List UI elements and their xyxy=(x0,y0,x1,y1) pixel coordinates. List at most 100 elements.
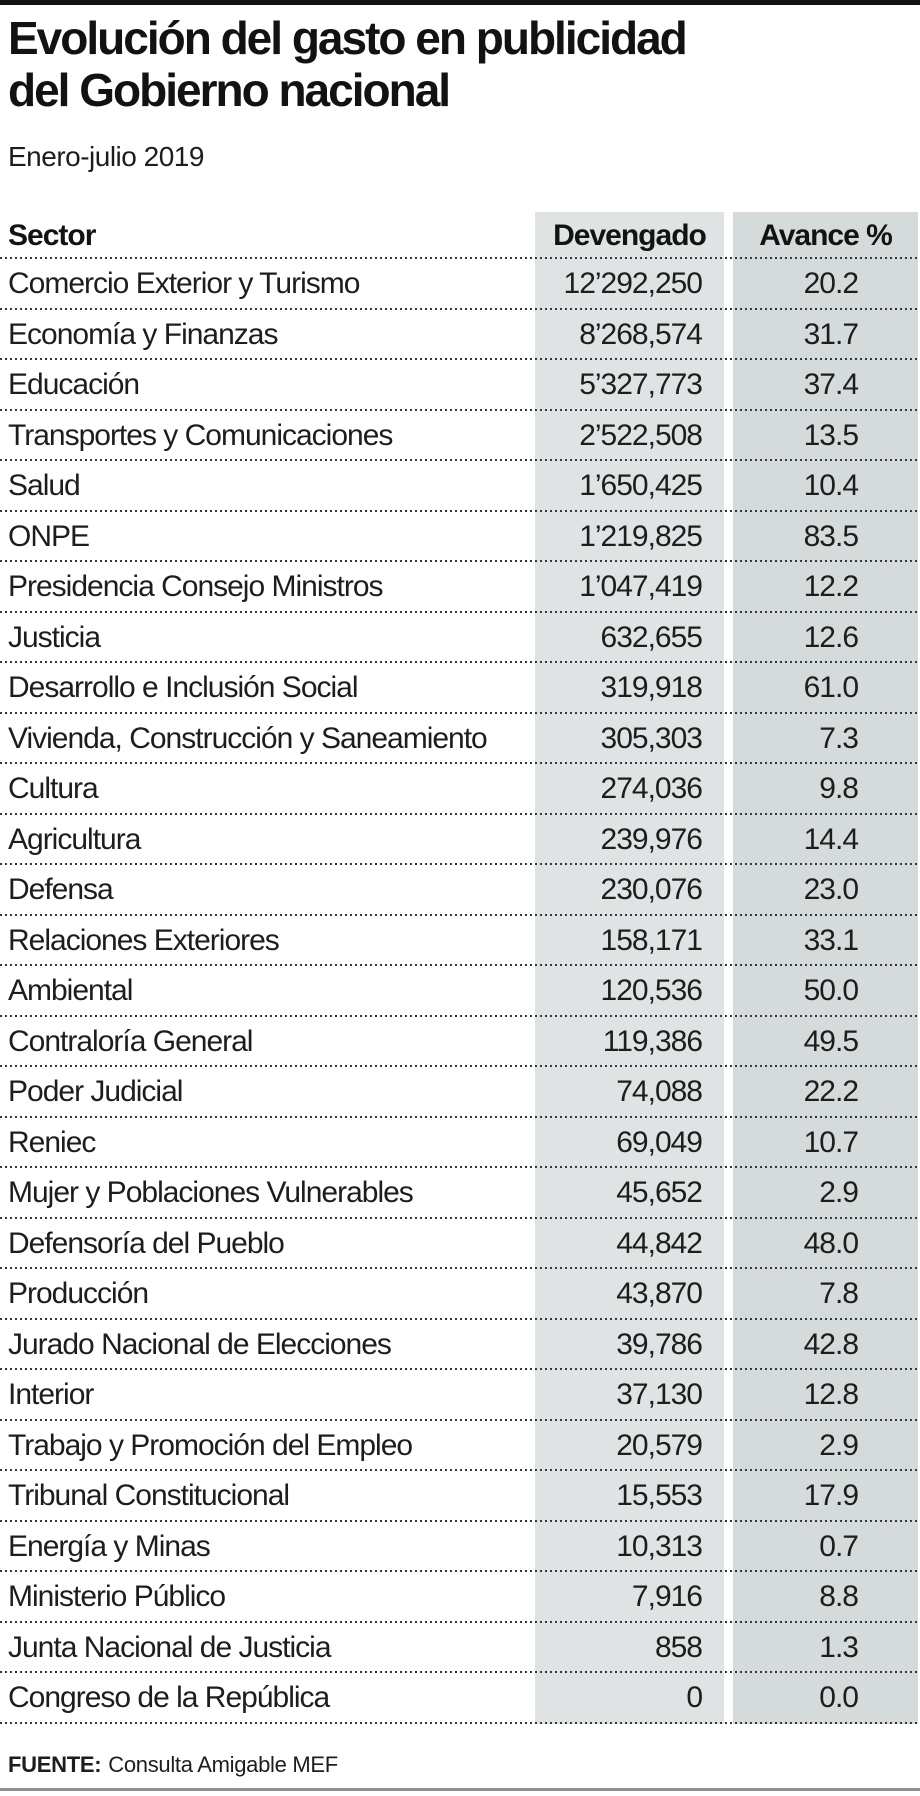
table-row: Jurado Nacional de Elecciones 39,786 42.… xyxy=(0,1319,920,1370)
devengado-cell: 43,870 xyxy=(535,1269,724,1320)
column-header-sector: Sector xyxy=(8,218,96,252)
avance-cell: 50.0 xyxy=(733,966,918,1017)
table-row: Tribunal Constitucional 15,553 17.9 xyxy=(0,1471,920,1522)
column-gap xyxy=(724,916,733,967)
table-row: Agricultura 239,976 14.4 xyxy=(0,814,920,865)
devengado-cell: 2’522,508 xyxy=(535,410,724,461)
table-row: Producción 43,870 7.8 xyxy=(0,1269,920,1320)
devengado-cell: 69,049 xyxy=(535,1117,724,1168)
table-row: Interior 37,130 12.8 xyxy=(0,1370,920,1421)
devengado-cell: 239,976 xyxy=(535,814,724,865)
devengado-cell: 39,786 xyxy=(535,1319,724,1370)
sector-cell: Defensa xyxy=(8,873,114,907)
avance-cell: 22.2 xyxy=(733,1067,918,1118)
sector-cell: Economía y Finanzas xyxy=(8,317,278,351)
sector-cell: ONPE xyxy=(8,519,90,553)
sector-cell: Mujer y Poblaciones Vulnerables xyxy=(8,1176,414,1210)
devengado-cell: 1’047,419 xyxy=(535,562,724,613)
table-row: Cultura 274,036 9.8 xyxy=(0,764,920,815)
subtitle-period: Enero-julio 2019 xyxy=(8,141,204,172)
sector-cell: Presidencia Consejo Ministros xyxy=(8,570,384,604)
avance-cell: 33.1 xyxy=(733,915,918,966)
sector-cell: Ambiental xyxy=(8,974,133,1008)
column-header-devengado: Devengado xyxy=(535,212,724,259)
avance-cell: 61.0 xyxy=(733,663,918,714)
devengado-cell: 1’219,825 xyxy=(535,511,724,562)
table-row: Educación 5’327,773 37.4 xyxy=(0,360,920,411)
sector-cell: Desarrollo e Inclusión Social xyxy=(8,671,359,705)
column-gap xyxy=(724,360,733,411)
devengado-cell: 37,130 xyxy=(535,1370,724,1421)
column-gap xyxy=(724,865,733,916)
table-row: Salud 1’650,425 10.4 xyxy=(0,461,920,512)
table-row: Trabajo y Promoción del Empleo 20,579 2.… xyxy=(0,1420,920,1472)
devengado-cell: 230,076 xyxy=(535,865,724,916)
devengado-cell: 20,579 xyxy=(535,1420,724,1471)
column-gap xyxy=(724,663,733,714)
table-row: Ambiental 120,536 50.0 xyxy=(0,966,920,1017)
sector-cell: Educación xyxy=(8,368,140,402)
table-row: Mujer y Poblaciones Vulnerables 45,652 2… xyxy=(0,1168,920,1219)
avance-cell: 0.0 xyxy=(733,1673,918,1724)
avance-cell: 42.8 xyxy=(733,1319,918,1370)
top-accent-bar xyxy=(0,0,920,5)
devengado-cell: 119,386 xyxy=(535,1016,724,1067)
column-gap xyxy=(724,1572,733,1623)
column-gap xyxy=(724,714,733,765)
avance-cell: 48.0 xyxy=(733,1218,918,1269)
table-row: Desarrollo e Inclusión Social 319,918 61… xyxy=(0,663,920,714)
devengado-cell: 10,313 xyxy=(535,1521,724,1572)
sector-cell: Trabajo y Promoción del Empleo xyxy=(8,1428,413,1462)
table-row: Vivienda, Construcción y Saneamiento 305… xyxy=(0,713,920,765)
avance-cell: 9.8 xyxy=(733,764,918,815)
column-gap xyxy=(724,1219,733,1270)
sector-cell: Junta Nacional de Justicia xyxy=(8,1630,332,1664)
avance-cell: 2.9 xyxy=(733,1420,918,1471)
devengado-cell: 1’650,425 xyxy=(535,461,724,512)
column-gap xyxy=(724,1471,733,1522)
column-gap xyxy=(724,764,733,815)
devengado-cell: 158,171 xyxy=(535,915,724,966)
column-gap xyxy=(724,1168,733,1219)
table-row: Reniec 69,049 10.7 xyxy=(0,1117,920,1168)
table-row: Justicia 632,655 12.6 xyxy=(0,612,920,663)
devengado-cell: 8’268,574 xyxy=(535,309,724,360)
sector-cell: Vivienda, Construcción y Saneamiento xyxy=(8,721,488,755)
sector-cell: Congreso de la República xyxy=(8,1681,330,1715)
sector-cell: Comercio Exterior y Turismo xyxy=(8,267,360,301)
column-gap xyxy=(724,1421,733,1472)
avance-cell: 17.9 xyxy=(733,1471,918,1522)
avance-cell: 14.4 xyxy=(733,814,918,865)
avance-cell: 37.4 xyxy=(733,360,918,411)
title-line-2: del Gobierno nacional xyxy=(8,64,451,117)
devengado-cell: 74,088 xyxy=(535,1067,724,1118)
sector-cell: Cultura xyxy=(8,772,99,806)
bottom-rule xyxy=(0,1788,920,1791)
column-gap xyxy=(724,512,733,563)
sector-cell: Agricultura xyxy=(8,822,141,856)
column-gap xyxy=(724,259,733,310)
table-row: Defensoría del Pueblo 44,842 48.0 xyxy=(0,1218,920,1270)
column-gap xyxy=(724,411,733,462)
column-gap xyxy=(724,1522,733,1573)
table-row: Contraloría General 119,386 49.5 xyxy=(0,1016,920,1067)
table-row: Energía y Minas 10,313 0.7 xyxy=(0,1521,920,1573)
sector-cell: Ministerio Público xyxy=(8,1580,226,1614)
table-row: Junta Nacional de Justicia 858 1.3 xyxy=(0,1622,920,1673)
table-row: Congreso de la República 0 0.0 xyxy=(0,1673,920,1724)
sector-cell: Poder Judicial xyxy=(8,1075,183,1109)
avance-cell: 23.0 xyxy=(733,865,918,916)
table-body: Comercio Exterior y Turismo 12’292,250 2… xyxy=(0,259,920,1724)
avance-cell: 31.7 xyxy=(733,309,918,360)
devengado-cell: 15,553 xyxy=(535,1471,724,1522)
devengado-cell: 45,652 xyxy=(535,1168,724,1219)
devengado-cell: 0 xyxy=(535,1673,724,1724)
avance-cell: 10.7 xyxy=(733,1117,918,1168)
table-row: Presidencia Consejo Ministros 1’047,419 … xyxy=(0,562,920,613)
avance-cell: 7.3 xyxy=(733,713,918,764)
avance-cell: 2.9 xyxy=(733,1168,918,1219)
sector-cell: Reniec xyxy=(8,1125,96,1159)
table-row: ONPE 1’219,825 83.5 xyxy=(0,511,920,563)
source-text: Consulta Amigable MEF xyxy=(108,1752,338,1777)
column-gap xyxy=(724,562,733,613)
